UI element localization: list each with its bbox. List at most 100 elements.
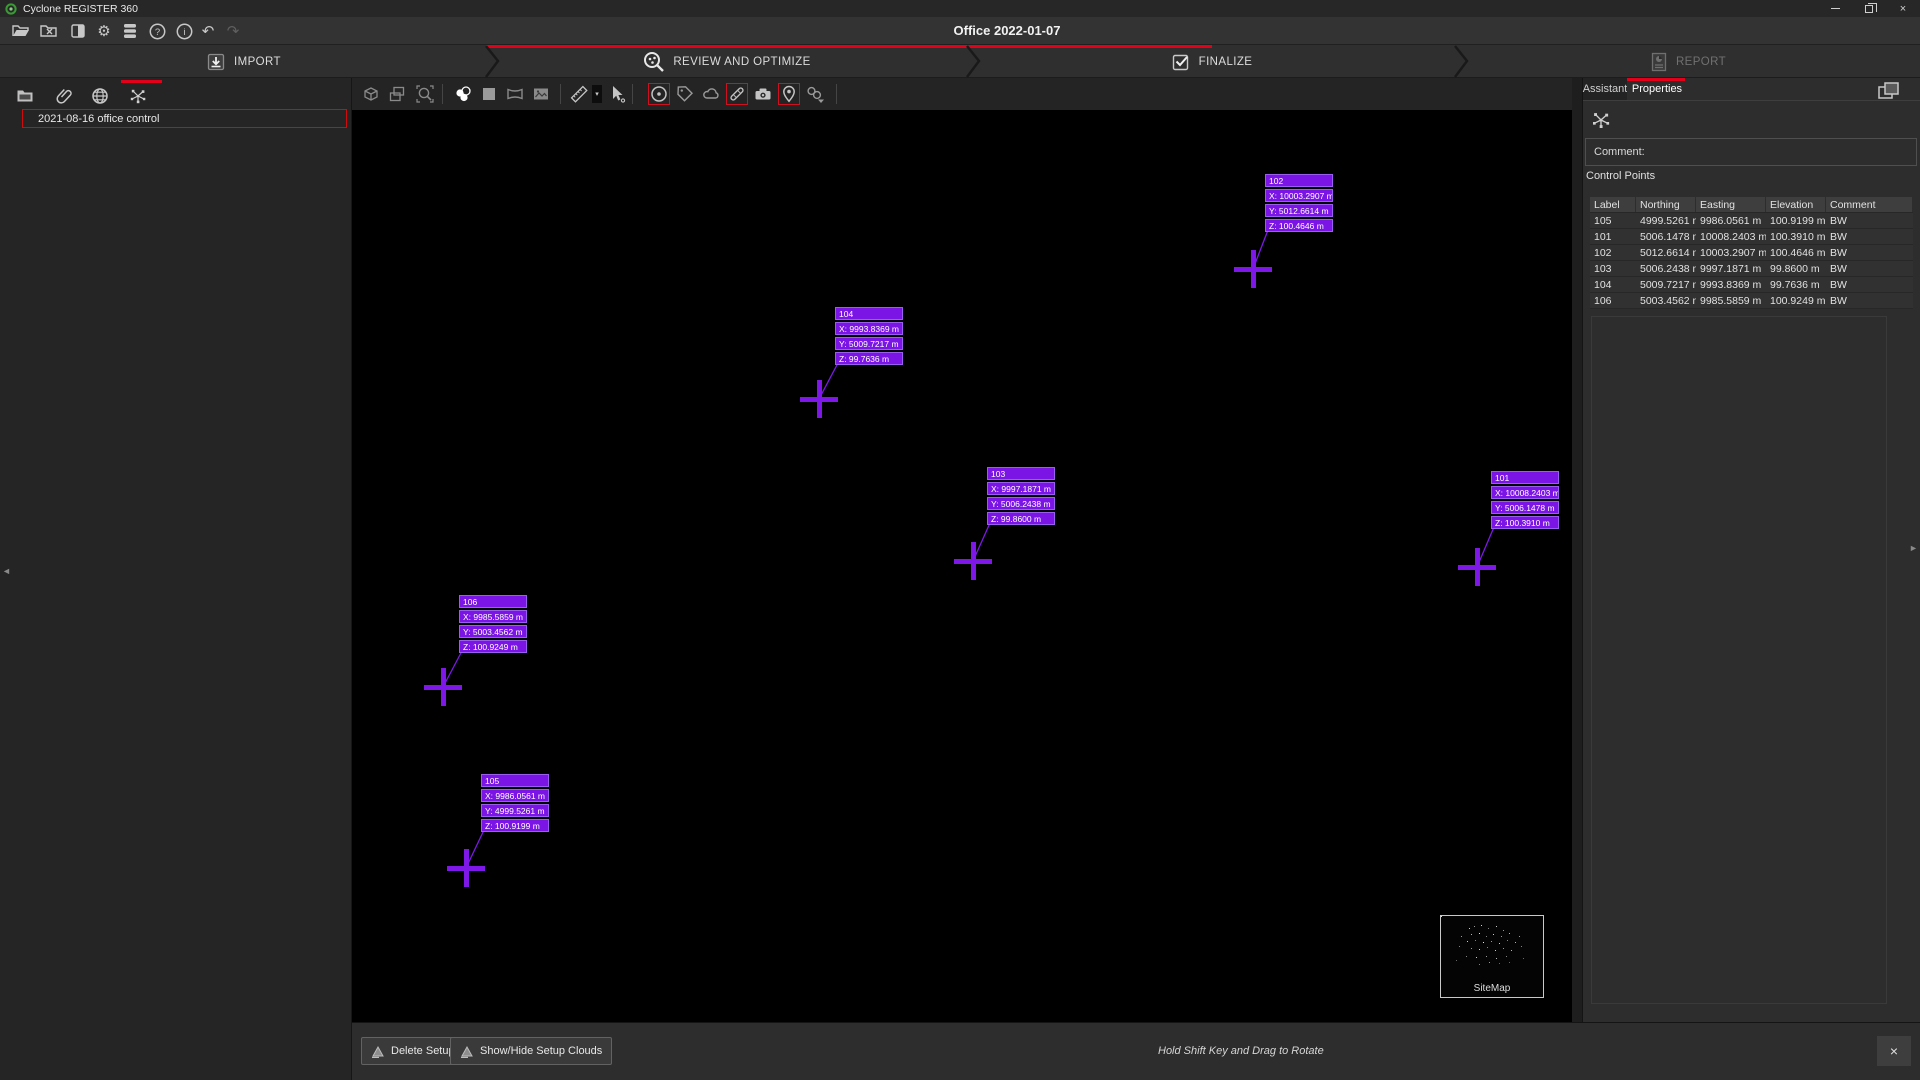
bottom-action-bar: Delete Setups Show/Hide Setup Clouds Hol…: [352, 1022, 1920, 1080]
cell: 9997.1871 m: [1700, 263, 1762, 275]
tab-finalize[interactable]: FINALIZE: [967, 45, 1455, 78]
cell: 99.8600 m: [1770, 263, 1820, 275]
cell: 101: [1594, 231, 1612, 243]
sidebar-tab-project-tree[interactable]: [14, 86, 36, 106]
cp-coordinate: Z: 100.4646 m: [1265, 219, 1333, 232]
bundle-view-icon[interactable]: [452, 83, 474, 105]
import-panel-icon[interactable]: [67, 21, 89, 41]
control-point-row[interactable]: 103 5006.2438 m 9997.1871 m 99.8600 m BW: [1590, 261, 1913, 277]
cp-coordinate: Z: 100.3910 m: [1491, 516, 1559, 529]
control-point-marker-101[interactable]: [1458, 548, 1496, 586]
show-hide-setup-clouds-button[interactable]: Show/Hide Setup Clouds: [450, 1037, 613, 1065]
cell: 102: [1594, 247, 1612, 259]
tab-review-and-optimize[interactable]: REVIEW AND OPTIMIZE: [486, 45, 967, 78]
undo-icon[interactable]: ↶: [201, 22, 215, 40]
cloud-visibility-icon[interactable]: [700, 83, 722, 105]
tab-properties[interactable]: Properties: [1627, 78, 1687, 100]
redo-icon[interactable]: ↷: [226, 22, 240, 40]
sidebar-tab-links[interactable]: [54, 86, 76, 106]
workflow-tab-bar: IMPORT REVIEW AND OPTIMIZE FINALIZE REPO…: [0, 45, 1920, 78]
control-point-row[interactable]: 101 5006.1478 m 10008.2403 m 100.3910 m BW: [1590, 229, 1913, 245]
comment-field[interactable]: Comment:: [1585, 138, 1917, 166]
properties-active-indicator: [1627, 78, 1685, 81]
control-point-marker-104[interactable]: [800, 380, 838, 418]
about-info-icon[interactable]: i: [173, 21, 195, 41]
layout-panels-icon[interactable]: [1877, 81, 1901, 101]
cell: 9993.8369 m: [1700, 279, 1762, 291]
tab-import[interactable]: IMPORT: [0, 45, 486, 78]
limit-box-icon[interactable]: [360, 83, 382, 105]
sitemap-list-item-selected[interactable]: 2021-08-16 office control: [22, 109, 347, 128]
control-point-row[interactable]: 102 5012.6614 m 10003.2907 m 100.4646 m BW: [1590, 245, 1913, 261]
control-point-label-105[interactable]: 105 X: 9986.0561 m Y: 4999.5261 m Z: 100.91…: [481, 774, 549, 834]
help-icon[interactable]: ?: [146, 21, 168, 41]
measure-dropdown[interactable]: ▾: [592, 85, 602, 103]
close-view-button[interactable]: ×: [1877, 1036, 1911, 1066]
properties-panel: Assistant Properties Comment: Control Po…: [1582, 78, 1920, 1022]
control-point-label-103[interactable]: 103 X: 9997.1871 m Y: 5006.2438 m Z: 99.860…: [987, 467, 1055, 527]
sitemap-thumbnail[interactable]: SiteMap: [1440, 915, 1544, 998]
image-view-icon[interactable]: [530, 83, 552, 105]
sitemap-item-label: 2021-08-16 office control: [38, 112, 160, 125]
control-point-marker-105[interactable]: [447, 849, 485, 887]
camera-visibility-icon[interactable]: [752, 83, 774, 105]
open-project-icon[interactable]: [10, 21, 32, 41]
collapse-right-panel-arrow[interactable]: ►: [1909, 543, 1918, 553]
window-title: Cyclone REGISTER 360: [23, 2, 138, 15]
cp-coordinate: Y: 5006.2438 m: [987, 497, 1055, 510]
pointcloud-preview: [1441, 916, 1442, 917]
cascade-views-icon[interactable]: [386, 83, 408, 105]
control-point-row[interactable]: 104 5009.7217 m 9993.8369 m 99.7636 m BW: [1590, 277, 1913, 293]
title-bar: Cyclone REGISTER 360 ×: [0, 0, 1920, 17]
panorama-view-icon[interactable]: [504, 83, 526, 105]
storage-icon[interactable]: [119, 21, 141, 41]
svg-text:i: i: [183, 27, 185, 38]
close-project-icon[interactable]: [38, 21, 60, 41]
tab-assistant[interactable]: Assistant: [1583, 78, 1627, 100]
collapse-left-panel-arrow[interactable]: ◄: [2, 566, 11, 576]
control-point-row[interactable]: 105 4999.5261 m 9986.0561 m 100.9199 m BW: [1590, 213, 1913, 229]
control-points-table: Label Northing Easting Elevation Comment 105…: [1590, 197, 1913, 309]
cp-id: 101: [1491, 471, 1559, 484]
cell: BW: [1830, 215, 1847, 227]
sidebar-tab-sitemap[interactable]: [127, 86, 149, 106]
sidebar-tab-geo-globe[interactable]: [89, 86, 111, 106]
cell: 5006.2438 m: [1640, 263, 1696, 275]
control-point-label-104[interactable]: 104 X: 9993.8369 m Y: 5009.7217 m Z: 99.763…: [835, 307, 903, 367]
restore-button[interactable]: [1852, 0, 1886, 17]
column-header[interactable]: Comment: [1826, 197, 1913, 212]
cell: 9985.5859 m: [1700, 295, 1762, 307]
close-button[interactable]: ×: [1899, 2, 1907, 15]
project-title: Office 2022-01-07: [953, 23, 1061, 38]
cp-id: 104: [835, 307, 903, 320]
zoom-fit-icon[interactable]: [414, 83, 436, 105]
link-visibility-icon[interactable]: [726, 83, 748, 105]
tab-report[interactable]: REPORT: [1455, 45, 1920, 78]
sitemap-canvas[interactable]: 102 X: 10003.2907 m Y: 5012.6614 m Z: 100.4…: [352, 110, 1572, 1022]
control-point-marker-102[interactable]: [1234, 250, 1272, 288]
control-point-marker-103[interactable]: [954, 542, 992, 580]
settings-gear-icon[interactable]: ⚙: [97, 22, 111, 40]
tag-visibility-icon[interactable]: [674, 83, 696, 105]
control-point-marker-106[interactable]: [424, 668, 462, 706]
pick-info-cursor-icon[interactable]: [606, 83, 628, 105]
column-header[interactable]: Northing: [1636, 197, 1696, 212]
cloud-display-icon[interactable]: [478, 83, 500, 105]
geotag-pin-visibility-icon[interactable]: [778, 83, 800, 105]
minimize-button[interactable]: [1818, 0, 1852, 17]
control-point-row[interactable]: 106 5003.4562 m 9985.5859 m 100.9249 m BW: [1590, 293, 1913, 309]
target-visibility-icon[interactable]: [648, 83, 670, 105]
column-header[interactable]: Label: [1590, 197, 1636, 212]
control-points-layer: 102 X: 10003.2907 m Y: 5012.6614 m Z: 100.4…: [352, 110, 1572, 1022]
column-header[interactable]: Easting: [1696, 197, 1766, 212]
control-point-label-106[interactable]: 106 X: 9985.5859 m Y: 5003.4562 m Z: 100.92…: [459, 595, 527, 655]
measure-ruler-icon[interactable]: [568, 83, 590, 105]
cluster-filter-icon[interactable]: [804, 83, 826, 105]
control-point-label-101[interactable]: 101 X: 10008.2403 m Y: 5006.1478 m Z: 100.3…: [1491, 471, 1559, 531]
tab-report-label: REPORT: [1675, 55, 1727, 68]
control-point-label-102[interactable]: 102 X: 10003.2907 m Y: 5012.6614 m Z: 100.4…: [1265, 174, 1333, 234]
cp-id: 106: [459, 595, 527, 608]
tab-separators: [485, 45, 1469, 78]
cell: BW: [1830, 295, 1847, 307]
column-header[interactable]: Elevation: [1766, 197, 1826, 212]
